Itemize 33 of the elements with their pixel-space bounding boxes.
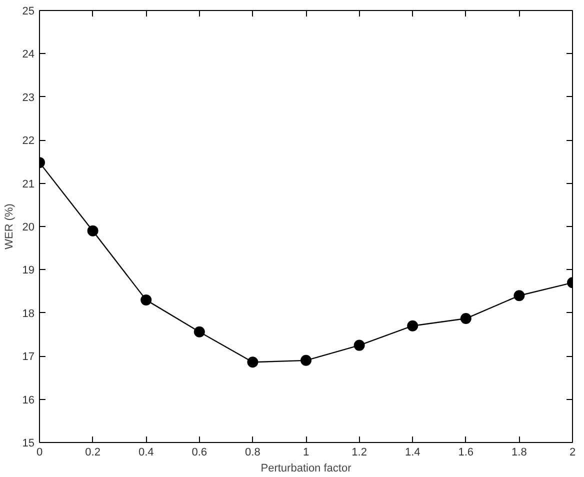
x-tick-label: 0.8 <box>245 446 260 458</box>
point <box>354 340 365 351</box>
x-tick-label: 2 <box>569 446 576 458</box>
x-tick-label: 0.4 <box>138 446 154 458</box>
x-axis-title: Perturbation factor <box>260 462 352 474</box>
y-tick-label: 25 <box>22 6 35 18</box>
point <box>407 320 418 332</box>
y-tick-label: 18 <box>22 308 35 320</box>
y-tick-label: 20 <box>22 222 35 234</box>
y-tick-label: 16 <box>22 394 35 406</box>
x-tick-label: 1.6 <box>458 446 474 458</box>
point <box>300 354 312 366</box>
y-tick-label: 22 <box>22 135 35 148</box>
y-tick-label: 19 <box>22 264 35 277</box>
point <box>194 326 205 338</box>
x-tick-label: 0.6 <box>192 446 208 458</box>
point <box>514 290 525 302</box>
x-tick-label: 0.2 <box>85 446 100 458</box>
x-tick-label: 1 <box>302 446 310 458</box>
point <box>140 294 152 306</box>
y-tick-label: 24 <box>22 48 35 61</box>
y-tick-label: 23 <box>22 92 35 104</box>
y-tick-label: 15 <box>22 438 35 450</box>
x-tick-label: 1.8 <box>512 446 527 458</box>
x-tick-label: 0 <box>36 446 43 458</box>
point <box>87 225 98 236</box>
x-tick-label: 1.2 <box>352 446 367 458</box>
point <box>247 356 258 368</box>
y-axis-title: WER (%) <box>3 204 16 250</box>
point <box>460 313 472 324</box>
y-tick-label: 17 <box>22 351 35 364</box>
x-tick-label: 1.4 <box>404 446 420 458</box>
y-tick-label: 21 <box>22 178 35 190</box>
